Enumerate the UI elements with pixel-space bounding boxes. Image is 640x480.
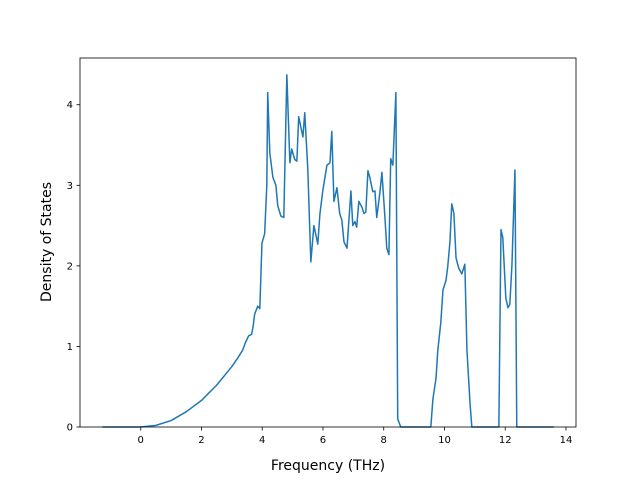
x-tick-label: 2 [198,435,204,446]
x-tick-label: 10 [438,435,451,446]
data-line [102,74,554,428]
y-tick-label: 1 [67,342,73,353]
x-tick-label: 8 [381,435,387,446]
x-tick-label: 6 [320,435,326,446]
y-tick-label: 4 [67,100,73,111]
x-axis-label: Frequency (THz) [271,458,385,474]
x-tick-label: 12 [499,435,512,446]
y-tick-label: 3 [67,181,73,192]
y-tick-label: 2 [67,261,73,272]
y-tick-label: 0 [67,423,73,434]
x-tick-label: 0 [138,435,144,446]
x-tick-label: 4 [259,435,265,446]
y-axis-label: Density of States [39,182,55,302]
x-tick-label: 14 [560,435,573,446]
plot-frame [79,57,577,428]
